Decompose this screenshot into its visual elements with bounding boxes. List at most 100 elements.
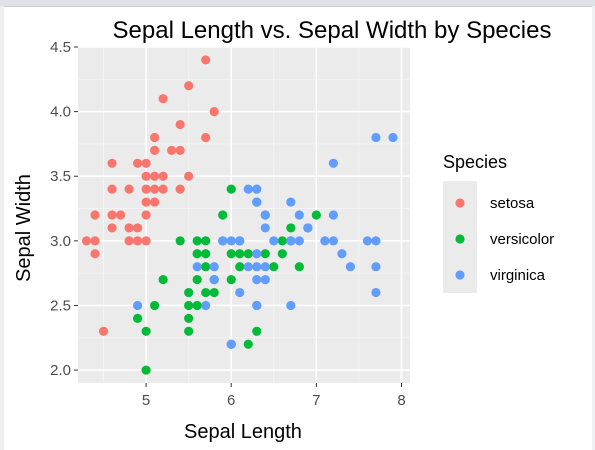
data-point-virginica	[218, 236, 228, 246]
data-point-versicolor	[150, 300, 160, 311]
data-point-virginica	[252, 275, 262, 285]
data-point-virginica	[303, 223, 313, 233]
y-tick-label: 2.5	[50, 297, 71, 314]
data-point-versicolor	[286, 223, 296, 233]
data-point-versicolor	[184, 313, 194, 323]
data-point-versicolor	[235, 262, 245, 272]
data-point-setosa	[107, 223, 117, 233]
y-tick-label: 4.0	[50, 104, 71, 121]
data-point-virginica	[226, 339, 236, 349]
data-point-setosa	[141, 236, 151, 246]
data-point-versicolor	[294, 262, 304, 272]
data-point-setosa	[132, 223, 143, 233]
data-point-virginica	[294, 210, 304, 220]
data-point-virginica	[328, 158, 338, 168]
data-point-setosa	[141, 171, 151, 181]
data-point-setosa	[132, 236, 143, 246]
legend-label-virginica: virginica	[490, 267, 546, 284]
data-point-setosa	[209, 107, 219, 117]
data-point-setosa	[124, 184, 134, 194]
legend-label-setosa: setosa	[490, 195, 535, 212]
data-point-setosa	[107, 158, 117, 168]
data-point-versicolor	[201, 262, 211, 272]
data-point-versicolor	[132, 313, 143, 323]
data-point-versicolor	[192, 249, 202, 259]
data-point-virginica	[345, 262, 356, 272]
data-point-setosa	[81, 236, 92, 246]
data-point-setosa	[184, 171, 194, 181]
data-point-setosa	[141, 158, 151, 168]
data-points	[81, 55, 398, 375]
data-point-setosa	[184, 81, 194, 91]
data-point-versicolor	[201, 236, 211, 246]
data-point-virginica	[388, 132, 398, 143]
data-point-versicolor	[243, 339, 253, 349]
data-point-virginica	[337, 249, 347, 259]
data-point-virginica	[286, 236, 296, 246]
data-point-setosa	[107, 184, 117, 194]
data-point-virginica	[260, 262, 270, 272]
data-point-virginica	[371, 132, 381, 143]
data-point-versicolor	[277, 249, 287, 259]
y-tick-label: 4.5	[50, 39, 71, 56]
window-left-edge	[0, 6, 4, 450]
data-point-virginica	[328, 210, 338, 220]
data-point-versicolor	[269, 262, 279, 272]
data-point-virginica	[226, 236, 236, 246]
x-tick-label: 5	[142, 392, 150, 409]
x-axis-title: Sepal Length	[184, 421, 302, 443]
data-point-setosa	[201, 132, 211, 143]
data-point-setosa	[150, 184, 160, 194]
window-top-edge	[0, 0, 595, 7]
legend: Species setosa versicolor virginica	[443, 152, 554, 293]
data-point-versicolor	[243, 249, 253, 259]
legend-title: Species	[443, 152, 507, 172]
legend-marker-setosa	[455, 198, 465, 208]
data-point-virginica	[362, 236, 373, 246]
data-point-setosa	[175, 184, 185, 194]
legend-marker-virginica	[455, 270, 465, 280]
data-point-virginica	[260, 223, 270, 233]
data-point-virginica	[252, 249, 262, 259]
data-point-setosa	[150, 145, 160, 155]
data-point-virginica	[252, 262, 262, 272]
data-point-setosa	[107, 210, 117, 220]
x-tick-label: 7	[312, 392, 320, 409]
data-point-setosa	[141, 184, 151, 194]
data-point-versicolor	[192, 300, 202, 311]
data-point-setosa	[90, 249, 100, 259]
data-point-setosa	[141, 210, 151, 220]
data-point-versicolor	[192, 275, 202, 285]
window-right-edge	[592, 6, 595, 450]
data-point-setosa	[90, 210, 100, 220]
data-point-setosa	[175, 119, 185, 130]
data-point-virginica	[192, 262, 202, 272]
data-point-versicolor	[175, 236, 185, 246]
data-point-setosa	[158, 184, 168, 194]
data-point-setosa	[201, 55, 211, 65]
data-point-virginica	[201, 300, 211, 311]
data-point-virginica	[252, 197, 262, 207]
data-point-virginica	[260, 275, 270, 285]
y-tick-label: 3.0	[50, 233, 71, 250]
data-point-setosa	[132, 158, 143, 168]
data-point-setosa	[150, 171, 160, 181]
x-tick-label: 8	[397, 392, 405, 409]
data-point-versicolor	[235, 249, 245, 259]
data-point-virginica	[209, 275, 219, 285]
data-point-versicolor	[277, 236, 287, 246]
data-point-versicolor	[218, 210, 228, 220]
y-tick-label: 3.5	[50, 168, 71, 185]
data-point-virginica	[294, 236, 304, 246]
data-point-setosa	[167, 145, 177, 155]
data-point-versicolor	[141, 365, 151, 375]
y-tick-label: 2.0	[50, 362, 71, 379]
data-point-setosa	[158, 94, 168, 104]
data-point-virginica	[269, 236, 279, 246]
data-point-versicolor	[158, 275, 168, 285]
data-point-versicolor	[184, 326, 194, 336]
data-point-virginica	[328, 236, 338, 246]
data-point-versicolor	[226, 275, 236, 285]
data-point-virginica	[209, 262, 219, 272]
